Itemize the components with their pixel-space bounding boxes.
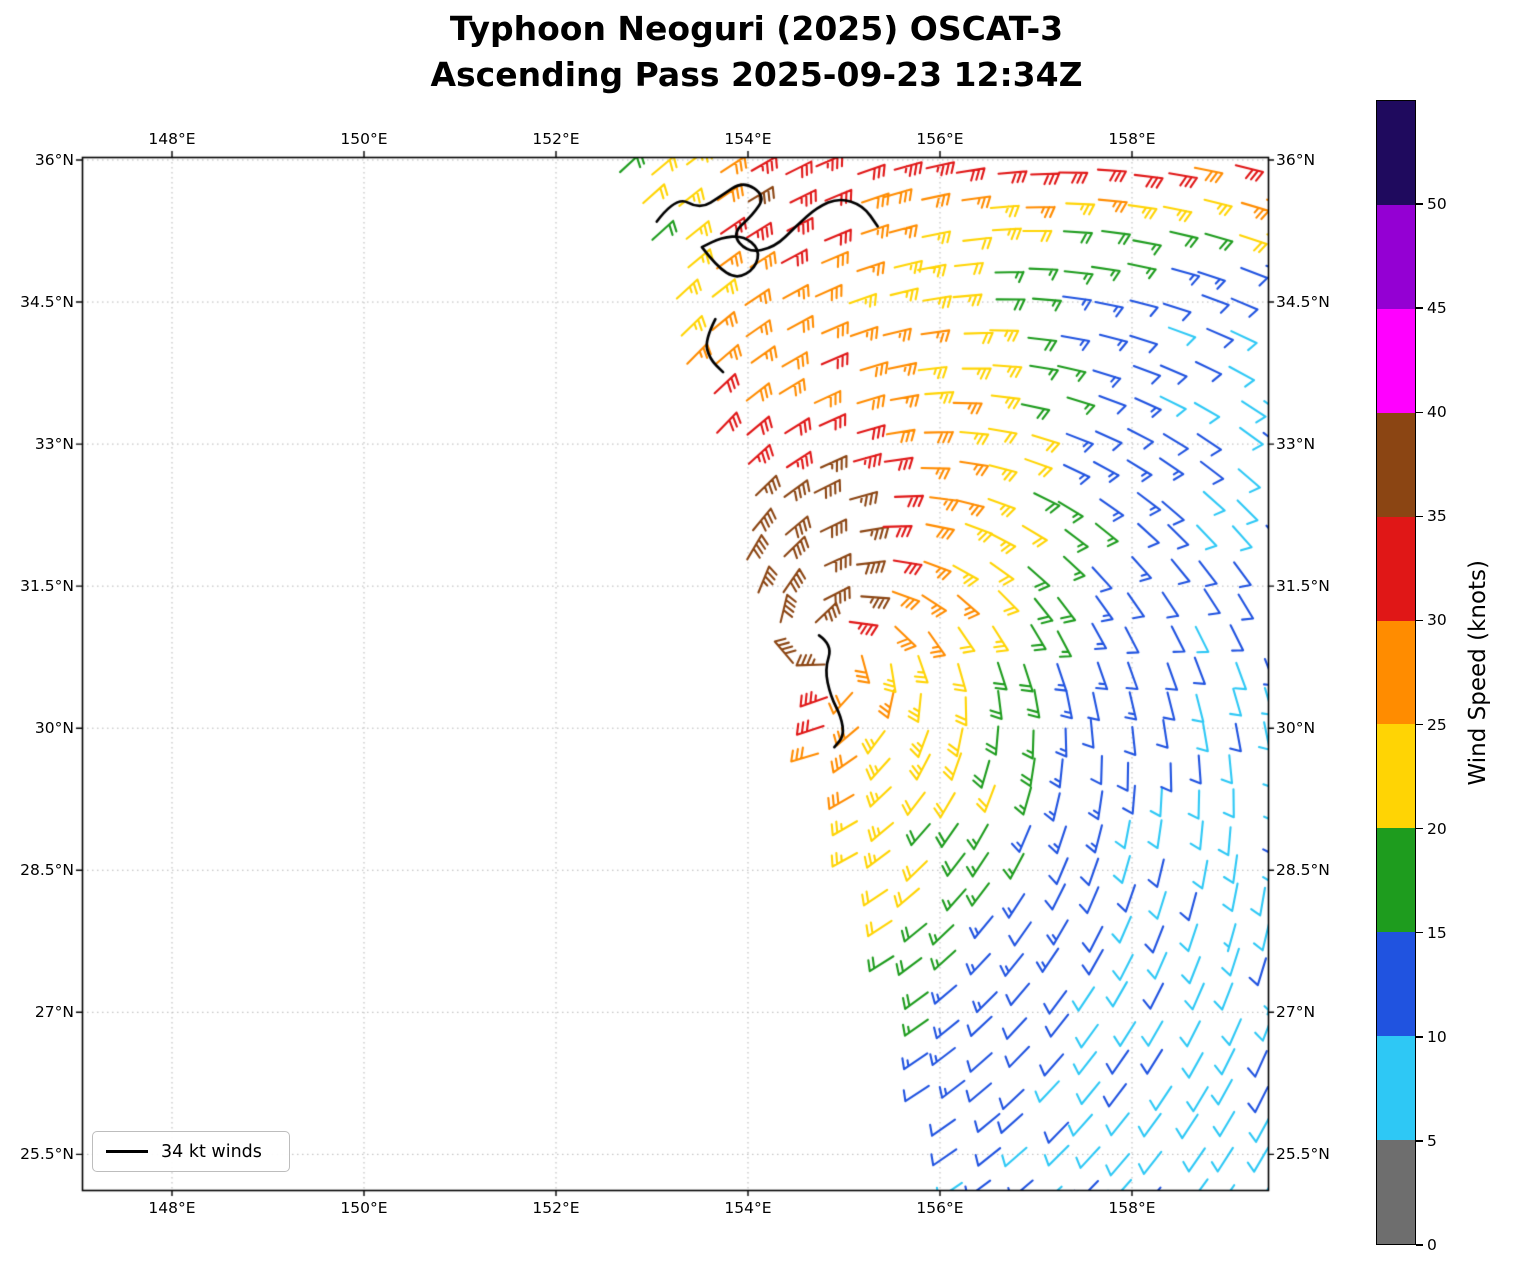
x-tick-label-top: 152°E [532, 130, 580, 148]
colorbar-tick-label: 10 [1427, 1027, 1447, 1046]
y-tick-label-right: 36°N [1276, 151, 1316, 169]
colorbar-tick-label: 25 [1427, 715, 1447, 734]
colorbar-label-text: Wind Speed (knots) [1465, 559, 1491, 786]
y-tick-label-left: 31.5°N [20, 577, 74, 596]
chart-title: Typhoon Neoguri (2025) OSCAT-3 Ascending… [0, 6, 1513, 97]
colorbar-band [1377, 516, 1415, 621]
colorbar-band [1377, 1140, 1415, 1244]
x-tick-label-bottom: 150°E [340, 1199, 388, 1217]
colorbar-tick-label: 35 [1427, 507, 1447, 526]
colorbar-tick-label: 5 [1427, 1131, 1437, 1150]
colorbar-band [1377, 932, 1415, 1037]
colorbar-tick-label: 15 [1427, 923, 1447, 942]
colorbar-tick-mark [1416, 827, 1423, 830]
colorbar-tick-mark [1416, 1244, 1423, 1246]
title-line-1: Typhoon Neoguri (2025) OSCAT-3 [449, 9, 1064, 48]
x-tick-label-bottom: 158°E [1108, 1199, 1156, 1217]
x-tick-label-top: 158°E [1108, 130, 1156, 148]
y-tick-label-left: 30°N [34, 719, 74, 738]
colorbar-tick-mark [1416, 307, 1423, 309]
colorbar-tick-mark [1416, 619, 1423, 622]
colorbar [1376, 100, 1416, 1245]
colorbar-band [1377, 308, 1415, 413]
y-tick-label-left: 27°N [34, 1003, 74, 1022]
colorbar-tick-mark [1416, 515, 1423, 518]
colorbar-band [1377, 620, 1415, 725]
x-tick-label-top: 150°E [340, 130, 388, 148]
x-tick-label-bottom: 152°E [532, 1199, 580, 1217]
y-tick-label-right: 25.5°N [1276, 1145, 1330, 1164]
x-tick-label-top: 154°E [724, 130, 772, 148]
colorbar-tick-mark [1416, 203, 1423, 205]
y-tick-label-right: 30°N [1276, 719, 1316, 738]
colorbar-band [1377, 412, 1415, 517]
y-tick-label-right: 28.5°N [1276, 861, 1330, 880]
y-tick-label-right: 33°N [1276, 435, 1316, 454]
colorbar-tick-mark [1416, 931, 1423, 934]
colorbar-tick-label: 50 [1427, 195, 1447, 214]
x-tick-label-top: 156°E [916, 130, 964, 148]
colorbar-tick-mark [1416, 1036, 1423, 1038]
colorbar-band [1377, 828, 1415, 933]
y-tick-label-left: 33°N [34, 435, 74, 454]
title-line-2: Ascending Pass 2025-09-23 12:34Z [430, 54, 1083, 94]
y-tick-label-right: 31.5°N [1276, 577, 1330, 596]
x-tick-label-bottom: 154°E [724, 1199, 772, 1217]
legend-label: 34 kt winds [161, 1141, 262, 1162]
colorbar-tick-mark [1416, 411, 1423, 414]
y-tick-label-left: 36°N [34, 151, 74, 169]
x-tick-label-top: 148°E [148, 130, 196, 148]
colorbar-band [1377, 204, 1415, 309]
y-tick-label-right: 27°N [1276, 1003, 1316, 1022]
legend-line-icon [106, 1150, 148, 1153]
x-tick-label-bottom: 148°E [148, 1199, 196, 1217]
colorbar-tick-label: 45 [1427, 299, 1447, 318]
colorbar-tick-mark [1416, 723, 1423, 726]
y-tick-label-left: 28.5°N [20, 861, 74, 880]
legend: 34 kt winds [92, 1131, 290, 1172]
x-tick-label-bottom: 156°E [916, 1199, 964, 1217]
colorbar-tick-label: 0 [1427, 1236, 1437, 1254]
colorbar-band [1377, 101, 1415, 205]
y-tick-label-left: 25.5°N [20, 1145, 74, 1164]
colorbar-tick-label: 30 [1427, 611, 1447, 630]
colorbar-band [1377, 1036, 1415, 1141]
colorbar-tick-label: 20 [1427, 819, 1447, 838]
colorbar-tick-label: 40 [1427, 403, 1447, 422]
colorbar-axis-label: Wind Speed (knots) [1458, 100, 1498, 1245]
y-tick-label-left: 34.5°N [20, 293, 74, 312]
colorbar-band [1377, 724, 1415, 829]
colorbar-tick-mark [1416, 1140, 1423, 1142]
y-tick-label-right: 34.5°N [1276, 293, 1330, 312]
